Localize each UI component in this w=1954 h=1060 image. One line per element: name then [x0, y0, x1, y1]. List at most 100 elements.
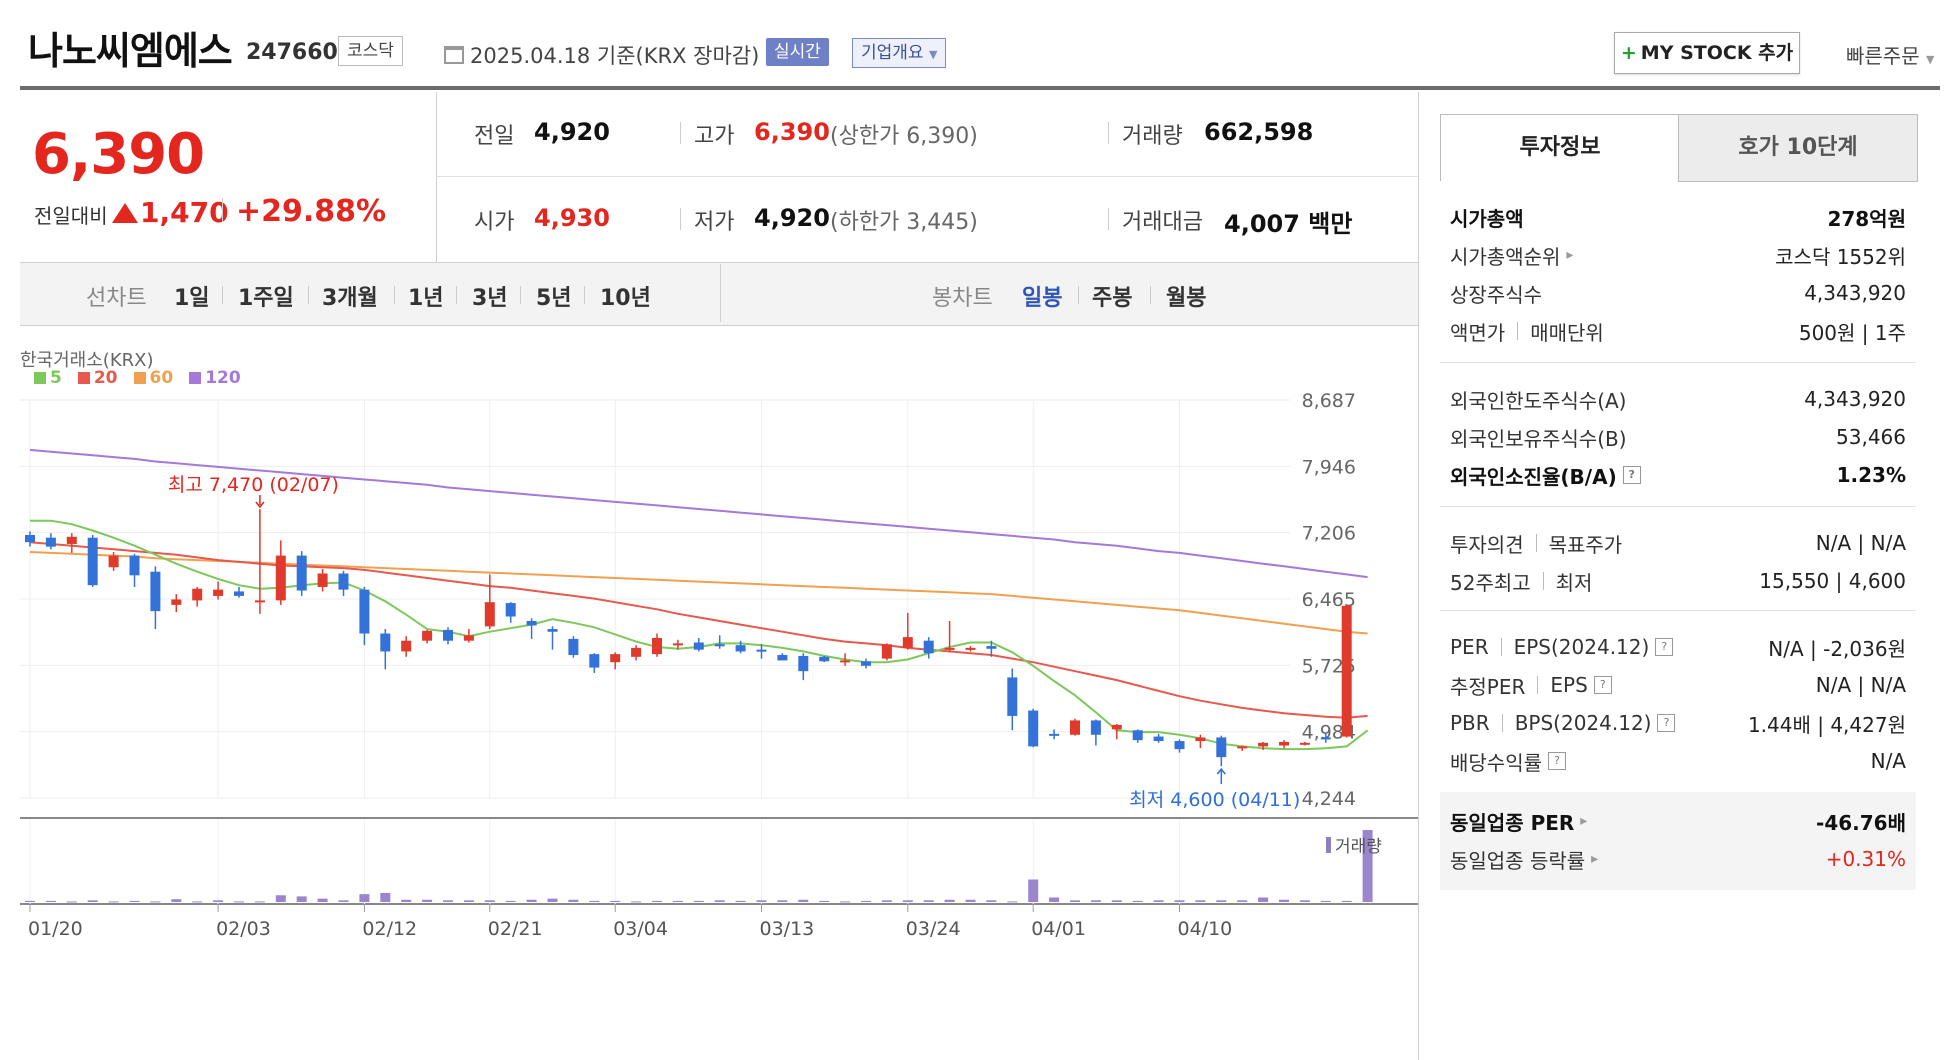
- company-overview-label: 기업개요: [861, 43, 924, 63]
- divider: [1078, 286, 1079, 304]
- candle-body: [317, 573, 328, 587]
- volume-label: 거래량: [1122, 124, 1183, 149]
- company-overview-dropdown[interactable]: 기업개요 ▼: [852, 38, 947, 68]
- volume-bar: [1279, 899, 1289, 902]
- divider: [436, 176, 1418, 177]
- stock-price-chart[interactable]: 8,6877,9467,2066,4655,7254,9844,24401/20…: [0, 0, 1418, 1060]
- volume-bar: [589, 900, 600, 902]
- quick-order-label: 빠른주문: [1846, 44, 1920, 68]
- industry-per-row[interactable]: 동일업종 PER ▸ -46.76배: [1440, 802, 1916, 840]
- volume-bar: [150, 901, 161, 903]
- volume-bar: [1111, 900, 1122, 902]
- divider: [308, 286, 309, 304]
- volume-bar: [1049, 897, 1060, 902]
- row-label: 외국인보유주식수(B): [1450, 426, 1627, 451]
- candle-body: [1070, 720, 1080, 735]
- candle-body: [108, 555, 119, 568]
- volume-bar: [861, 900, 871, 902]
- current-price: 6,390: [32, 122, 205, 187]
- row-value: 1.23%: [1836, 463, 1906, 487]
- row-label-a: 추정PER: [1450, 674, 1526, 699]
- change-label: 전일대비: [34, 204, 108, 228]
- tab-daily-candle[interactable]: 일봉: [1022, 286, 1063, 311]
- y-tick-label: 4,244: [1302, 788, 1356, 810]
- row-label-a: 액면가: [1450, 320, 1506, 345]
- tab-10years[interactable]: 10년: [600, 286, 651, 311]
- market-cap-row: 시가총액 278억원: [1440, 198, 1916, 236]
- volume-bar: [1195, 900, 1206, 902]
- candle-body: [923, 640, 934, 654]
- high-annotation: 최고 7,470 (02/07): [168, 474, 339, 496]
- price-change: 1,470: [112, 196, 229, 229]
- volume-bar: [338, 900, 349, 902]
- candle-body: [1111, 724, 1122, 730]
- divider: [720, 264, 721, 322]
- help-icon[interactable]: ?: [1548, 752, 1566, 770]
- help-icon[interactable]: ?: [1622, 466, 1641, 484]
- volume-bar: [1132, 900, 1143, 902]
- dividend-yield-row: 배당수익률? N/A: [1440, 742, 1916, 780]
- change-percent: +29.88%: [236, 194, 387, 229]
- volume-bar: [923, 900, 934, 902]
- calendar-icon[interactable]: [444, 46, 464, 64]
- help-icon[interactable]: ?: [1655, 638, 1674, 656]
- legend-ma5: 5: [34, 368, 62, 388]
- tab-1week[interactable]: 1주일: [238, 286, 294, 311]
- help-icon[interactable]: ?: [1593, 676, 1612, 694]
- chart-period-tabbar: [20, 262, 1418, 326]
- moving-average-ma20: [29, 541, 1368, 719]
- tab-5years[interactable]: 5년: [536, 286, 572, 311]
- y-tick-label: 8,687: [1302, 390, 1356, 412]
- volume-bar: [1070, 900, 1080, 902]
- candle-body: [526, 620, 537, 626]
- volume-bar: [819, 900, 830, 902]
- help-icon[interactable]: ?: [1657, 714, 1676, 732]
- row-label: 시가총액: [1450, 206, 1524, 231]
- volume-bar: [192, 901, 203, 903]
- candle-body: [965, 647, 976, 650]
- tab-orderbook-10[interactable]: 호가 10단계: [1678, 114, 1918, 182]
- tab-1day[interactable]: 1일: [174, 286, 210, 311]
- candle-body: [25, 534, 35, 543]
- my-stock-add-button[interactable]: + MY STOCK 추가: [1614, 32, 1800, 74]
- market-cap-rank-row[interactable]: 시가총액순위 ▸ 코스닥 1552위: [1440, 236, 1916, 274]
- tab-3months[interactable]: 3개월: [322, 286, 378, 311]
- tab-monthly-candle[interactable]: 월봉: [1166, 286, 1207, 311]
- volume-bar: [87, 900, 98, 902]
- change-value: 1,470: [140, 196, 229, 229]
- volume-bar: [1153, 900, 1164, 902]
- price-box: [20, 92, 437, 262]
- row-label-a: PER: [1450, 635, 1489, 659]
- industry-change-row[interactable]: 동일업종 등락률 ▸ +0.31%: [1440, 840, 1916, 878]
- volume-bar: [317, 898, 328, 902]
- tab-1year[interactable]: 1년: [408, 286, 444, 311]
- divider: [584, 286, 585, 304]
- x-tick-label: 04/01: [1031, 918, 1086, 940]
- foreign-limit-row: 외국인한도주식수(A) 4,343,920: [1440, 380, 1916, 418]
- candle-body: [463, 635, 474, 641]
- volume-bar: [735, 900, 746, 902]
- volume-bar: [714, 900, 725, 902]
- tab-weekly-candle[interactable]: 주봉: [1092, 286, 1133, 311]
- foreign-holding-row: 외국인보유주식수(B) 53,466: [1440, 418, 1916, 456]
- volume-bar: [1028, 879, 1039, 902]
- tab-3years[interactable]: 3년: [472, 286, 508, 311]
- candle-body: [296, 555, 307, 591]
- row-label: 상장주식수: [1450, 282, 1542, 307]
- 52week-row: 52주최고 최저 15,550 | 4,600: [1440, 562, 1916, 600]
- x-tick-label: 04/10: [1178, 918, 1233, 940]
- candle-body: [45, 537, 56, 547]
- volume-bar: [25, 900, 35, 902]
- quick-order-dropdown[interactable]: 빠른주문 ▼: [1846, 40, 1934, 69]
- caret-right-icon: ▸: [1580, 813, 1588, 829]
- volume-bar: [380, 893, 391, 902]
- volume-bar: [693, 900, 704, 902]
- realtime-button[interactable]: 실시간: [766, 38, 829, 66]
- candle-body: [881, 644, 892, 659]
- volume-bar: [652, 900, 662, 902]
- amount-number: 4,007: [1224, 210, 1300, 238]
- row-label-a: PBR: [1450, 711, 1490, 735]
- tab-invest-info[interactable]: 투자정보: [1440, 114, 1680, 181]
- open-value: 4,930: [534, 204, 610, 232]
- moving-average-ma120: [29, 448, 1368, 579]
